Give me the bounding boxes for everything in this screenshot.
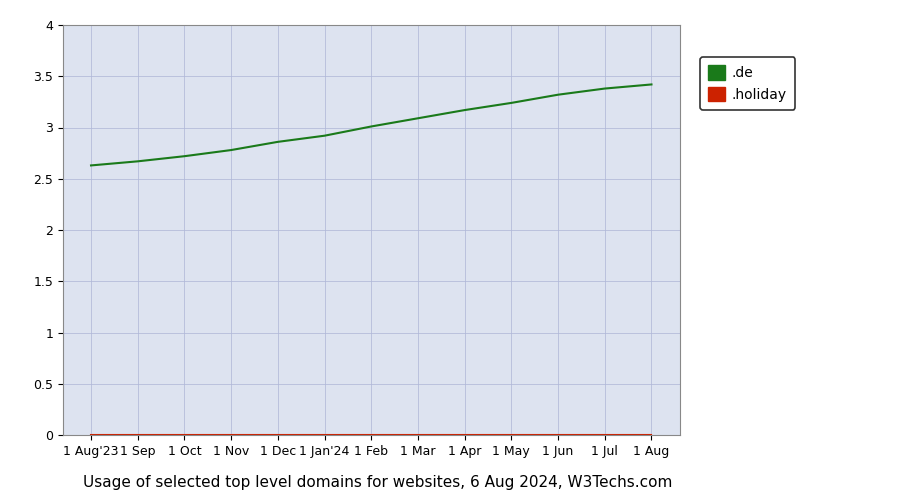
.holiday bbox=[366, 432, 377, 438]
.de bbox=[86, 162, 96, 168]
.de bbox=[132, 158, 143, 164]
.holiday bbox=[86, 432, 96, 438]
.de bbox=[459, 107, 470, 113]
.de bbox=[412, 116, 423, 121]
.de bbox=[320, 132, 330, 138]
.de bbox=[366, 124, 377, 130]
.holiday bbox=[132, 432, 143, 438]
.holiday bbox=[506, 432, 517, 438]
.de bbox=[646, 82, 657, 87]
.holiday bbox=[179, 432, 190, 438]
Line: .de: .de bbox=[91, 84, 652, 166]
.holiday bbox=[226, 432, 237, 438]
.de bbox=[599, 86, 610, 91]
Text: Usage of selected top level domains for websites, 6 Aug 2024, W3Techs.com: Usage of selected top level domains for … bbox=[84, 475, 672, 490]
.holiday bbox=[599, 432, 610, 438]
.de bbox=[179, 153, 190, 159]
.holiday bbox=[412, 432, 423, 438]
.holiday bbox=[459, 432, 470, 438]
.de bbox=[506, 100, 517, 106]
.de bbox=[226, 147, 237, 153]
Legend: .de, .holiday: .de, .holiday bbox=[700, 57, 796, 110]
.holiday bbox=[273, 432, 284, 438]
.de bbox=[553, 92, 563, 98]
.holiday bbox=[553, 432, 563, 438]
.holiday bbox=[646, 432, 657, 438]
.holiday bbox=[320, 432, 330, 438]
.de bbox=[273, 139, 284, 145]
